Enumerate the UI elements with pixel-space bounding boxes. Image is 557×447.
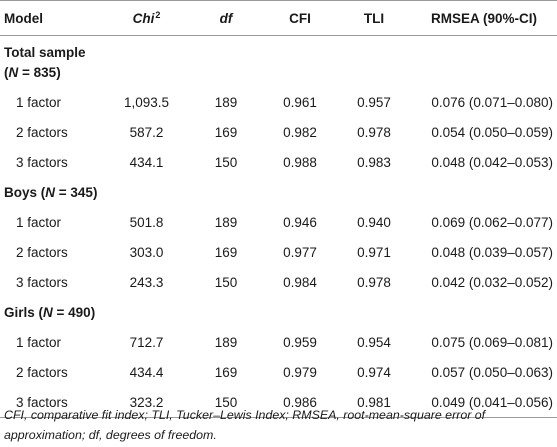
group-n-label: N bbox=[45, 185, 56, 200]
group-header-boys: Boys (N = 345) bbox=[0, 178, 557, 208]
group-n-label: N bbox=[8, 64, 19, 80]
cell-model: 3 factors bbox=[0, 387, 104, 418]
group-title-text: Boys bbox=[4, 185, 38, 200]
cell-cfi: 0.986 bbox=[263, 387, 337, 418]
table-row: 3 factors 243.3 150 0.984 0.978 0.042 (0… bbox=[0, 268, 557, 298]
cell-cfi: 0.959 bbox=[283, 335, 317, 350]
fit-statistics-table: Model Chi2 df CFI TLI RMSEA (90%-CI) Tot… bbox=[0, 0, 557, 418]
cell-rmsea: 0.048 (0.042–0.053) bbox=[431, 155, 553, 170]
cell-tli: 0.957 bbox=[357, 95, 391, 110]
table-row: 3 factors 434.1 150 0.988 0.983 0.048 (0… bbox=[0, 148, 557, 178]
cell-rmsea: 0.069 (0.062–0.077) bbox=[431, 215, 553, 230]
table-row: 2 factors 303.0 169 0.977 0.971 0.048 (0… bbox=[0, 238, 557, 268]
cell-df: 150 bbox=[214, 155, 238, 170]
cell-chi: 434.4 bbox=[129, 365, 164, 380]
cell-model: 2 factors bbox=[16, 245, 68, 260]
cell-chi: 1,093.5 bbox=[123, 95, 170, 110]
cell-cfi: 0.977 bbox=[283, 245, 317, 260]
cell-rmsea: 0.048 (0.039–0.057) bbox=[431, 245, 553, 260]
table-row: 1 factor 501.8 189 0.946 0.940 0.069 (0.… bbox=[0, 208, 557, 238]
group-n-value: = 490 bbox=[56, 305, 91, 320]
header-chi-text: Chi bbox=[132, 10, 155, 26]
cell-df: 150 bbox=[189, 387, 263, 418]
cell-model: 1 factor bbox=[16, 335, 62, 350]
cell-tli: 0.974 bbox=[357, 365, 391, 380]
cell-chi: 243.3 bbox=[129, 275, 164, 290]
cell-chi: 587.2 bbox=[129, 125, 164, 140]
cell-model: 1 factor bbox=[16, 95, 62, 110]
cell-df: 150 bbox=[214, 275, 238, 290]
header-rmsea: RMSEA (90%-CI) bbox=[411, 0, 557, 36]
cell-rmsea: 0.076 (0.071–0.080) bbox=[431, 95, 553, 110]
group-title-text: Total sample bbox=[4, 44, 86, 60]
group-n-value: = 345 bbox=[58, 185, 93, 200]
cell-df: 169 bbox=[214, 125, 238, 140]
cell-df: 189 bbox=[214, 215, 238, 230]
cell-chi: 303.0 bbox=[129, 245, 164, 260]
cell-df: 189 bbox=[214, 335, 238, 350]
group-n-label: N bbox=[43, 305, 53, 320]
group-title: Boys (N = 345) bbox=[4, 185, 98, 200]
cell-cfi: 0.982 bbox=[283, 125, 317, 140]
header-row: Model Chi2 df CFI TLI RMSEA (90%-CI) bbox=[0, 0, 557, 36]
table-footnote: CFI, comparative fit index; TLI, Tucker–… bbox=[4, 408, 486, 442]
group-header-total-sample: Total sample (N = 835) bbox=[0, 36, 557, 88]
cell-df: 169 bbox=[214, 245, 238, 260]
cell-chi: 434.1 bbox=[129, 155, 164, 170]
table-row: 1 factor 1,093.5 189 0.961 0.957 0.076 (… bbox=[0, 88, 557, 118]
table-row: 3 factors 323.2 150 0.986 0.981 0.049 (0… bbox=[0, 387, 557, 418]
group-header-girls: Girls (N = 490) bbox=[0, 298, 557, 328]
header-cfi: CFI bbox=[263, 0, 337, 36]
cell-model: 3 factors bbox=[16, 155, 68, 170]
header-df: df bbox=[189, 0, 263, 36]
cell-tli: 0.954 bbox=[357, 335, 391, 350]
cell-model: 2 factors bbox=[16, 365, 68, 380]
group-n-value: = 835 bbox=[22, 64, 57, 80]
cell-cfi: 0.988 bbox=[283, 155, 317, 170]
cell-model: 2 factors bbox=[16, 125, 68, 140]
cell-rmsea: 0.042 (0.032–0.052) bbox=[431, 275, 553, 290]
group-title: Girls (N = 490) bbox=[4, 305, 96, 320]
cell-tli: 0.981 bbox=[337, 387, 411, 418]
cell-df: 169 bbox=[214, 365, 238, 380]
cell-chi: 323.2 bbox=[104, 387, 189, 418]
cell-chi: 712.7 bbox=[129, 335, 164, 350]
header-tli: TLI bbox=[337, 0, 411, 36]
cell-model: 3 factors bbox=[16, 275, 68, 290]
cell-cfi: 0.946 bbox=[283, 215, 317, 230]
header-chi-square: Chi2 bbox=[104, 0, 189, 36]
table-row: 1 factor 712.7 189 0.959 0.954 0.075 (0.… bbox=[0, 328, 557, 358]
header-chi-superscript: 2 bbox=[155, 9, 161, 20]
table-header: Model Chi2 df CFI TLI RMSEA (90%-CI) bbox=[0, 0, 557, 36]
cell-tli: 0.983 bbox=[357, 155, 391, 170]
cell-rmsea: 0.075 (0.069–0.081) bbox=[431, 335, 553, 350]
table-body: Total sample (N = 835) 1 factor 1,093.5 … bbox=[0, 36, 557, 418]
cell-tli: 0.940 bbox=[357, 215, 391, 230]
cell-tli: 0.971 bbox=[357, 245, 391, 260]
cell-rmsea: 0.057 (0.050–0.063) bbox=[431, 365, 553, 380]
cell-tli: 0.978 bbox=[357, 125, 391, 140]
cell-cfi: 0.979 bbox=[283, 365, 317, 380]
cell-cfi: 0.984 bbox=[283, 275, 317, 290]
fit-statistics-table-container: Model Chi2 df CFI TLI RMSEA (90%-CI) Tot… bbox=[0, 0, 557, 418]
cell-chi: 501.8 bbox=[129, 215, 164, 230]
cell-df: 189 bbox=[214, 95, 238, 110]
group-title-text: Girls bbox=[4, 305, 35, 320]
cell-cfi: 0.961 bbox=[283, 95, 317, 110]
cell-model: 1 factor bbox=[16, 215, 62, 230]
table-row: 2 factors 587.2 169 0.982 0.978 0.054 (0… bbox=[0, 118, 557, 148]
cell-tli: 0.978 bbox=[357, 275, 391, 290]
cell-rmsea: 0.054 (0.050–0.059) bbox=[431, 125, 553, 140]
header-model: Model bbox=[0, 0, 104, 36]
group-title: Total sample (N = 835) bbox=[4, 44, 86, 80]
table-row: 2 factors 434.4 169 0.979 0.974 0.057 (0… bbox=[0, 358, 557, 388]
cell-rmsea: 0.049 (0.041–0.056) bbox=[411, 387, 557, 418]
